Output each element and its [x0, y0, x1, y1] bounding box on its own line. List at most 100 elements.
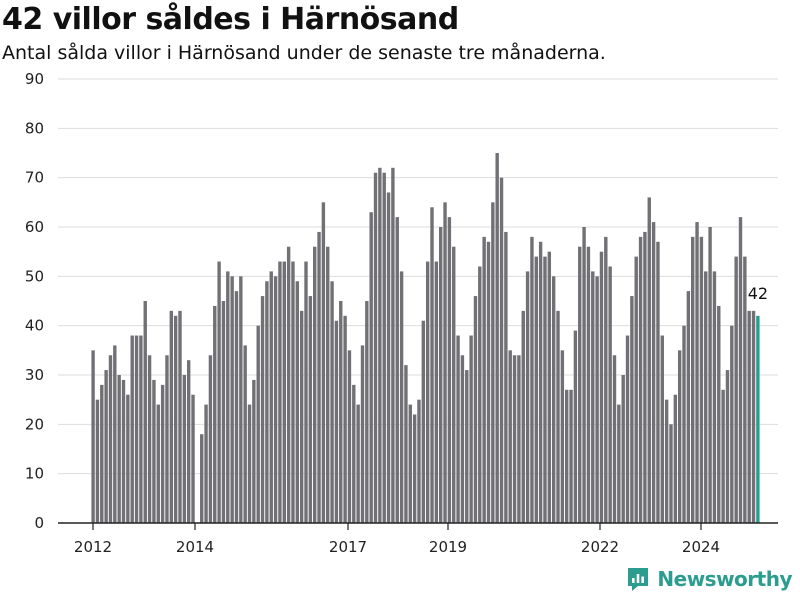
brand-name: Newsworthy	[657, 567, 792, 591]
y-tick-label: 60	[25, 218, 44, 236]
bar	[456, 335, 460, 523]
bar	[360, 345, 365, 523]
bar	[113, 345, 117, 523]
bar	[543, 256, 547, 523]
bar	[178, 310, 182, 523]
bar	[352, 384, 356, 523]
bar	[130, 335, 134, 523]
bar	[200, 434, 204, 523]
bar	[643, 231, 647, 523]
bar	[439, 227, 443, 523]
bar	[217, 261, 221, 523]
bar	[747, 310, 751, 523]
bar	[443, 202, 447, 523]
bar	[634, 256, 638, 523]
bar	[399, 271, 404, 523]
x-tick-label: 2012	[74, 538, 112, 556]
chart-title: 42 villor såldes i Härnösand	[2, 2, 459, 37]
bar	[160, 384, 165, 523]
bar	[95, 399, 100, 523]
bar	[126, 394, 130, 523]
bar	[599, 251, 604, 524]
bar	[147, 355, 152, 523]
bar	[269, 271, 273, 523]
bar	[699, 236, 704, 523]
bar	[469, 335, 473, 523]
bar	[486, 241, 491, 524]
bar	[538, 241, 543, 524]
bar	[682, 325, 686, 523]
bar	[304, 261, 308, 523]
bar	[265, 281, 269, 523]
bar	[239, 276, 243, 523]
bar	[625, 335, 630, 523]
bar	[282, 261, 286, 523]
bar	[378, 167, 382, 524]
bar	[508, 350, 512, 523]
bar	[621, 375, 625, 523]
bar	[534, 256, 538, 523]
bar	[521, 310, 525, 523]
bar	[317, 231, 321, 523]
bar	[204, 404, 208, 523]
bar	[512, 355, 517, 523]
bar	[417, 399, 421, 523]
bar	[673, 394, 678, 523]
y-tick-label: 0	[34, 514, 44, 532]
bar	[234, 291, 239, 523]
bar	[677, 350, 682, 523]
bar	[152, 379, 156, 523]
bar	[343, 315, 347, 523]
bar	[738, 217, 743, 523]
bar	[339, 301, 343, 523]
bar	[569, 389, 573, 523]
bar	[434, 261, 439, 523]
bar	[495, 153, 499, 523]
y-tick-label: 40	[25, 317, 44, 335]
bar	[278, 261, 282, 523]
x-tick-label: 2014	[176, 538, 214, 556]
bar	[247, 404, 252, 523]
y-tick-label: 10	[25, 465, 44, 483]
bar	[447, 217, 452, 523]
bar	[421, 320, 426, 523]
bar	[395, 217, 399, 523]
bar	[452, 246, 456, 524]
bar	[382, 172, 386, 524]
bar	[213, 305, 217, 523]
bar	[313, 246, 317, 524]
bar	[656, 241, 660, 524]
bar	[308, 296, 313, 523]
bar	[243, 345, 247, 523]
bar	[743, 256, 747, 523]
bar	[391, 167, 395, 524]
bar	[373, 172, 378, 524]
bar	[330, 281, 334, 523]
bar	[104, 370, 108, 523]
bar	[712, 271, 717, 523]
bar	[664, 399, 669, 523]
newsworthy-brand: Newsworthy	[626, 566, 792, 592]
bar	[208, 355, 213, 523]
bar	[134, 335, 139, 523]
bar	[425, 261, 430, 523]
bar	[560, 350, 565, 523]
bar	[226, 271, 230, 523]
bar	[365, 301, 369, 523]
bar	[369, 212, 373, 523]
bar	[591, 271, 595, 523]
axes: 2012 2014 2017 2019 2022 2024	[58, 522, 778, 556]
bar	[686, 291, 691, 523]
bar	[708, 227, 712, 523]
bar	[669, 424, 673, 523]
bar	[499, 177, 504, 524]
bar	[91, 350, 95, 523]
y-tick-label: 80	[25, 119, 44, 137]
bar-highlight	[756, 315, 760, 523]
bar	[582, 227, 586, 523]
y-tick-label: 90	[25, 70, 44, 88]
bar	[704, 271, 708, 523]
y-tick-label: 30	[25, 366, 44, 384]
bar	[638, 236, 643, 523]
bar	[595, 276, 599, 523]
